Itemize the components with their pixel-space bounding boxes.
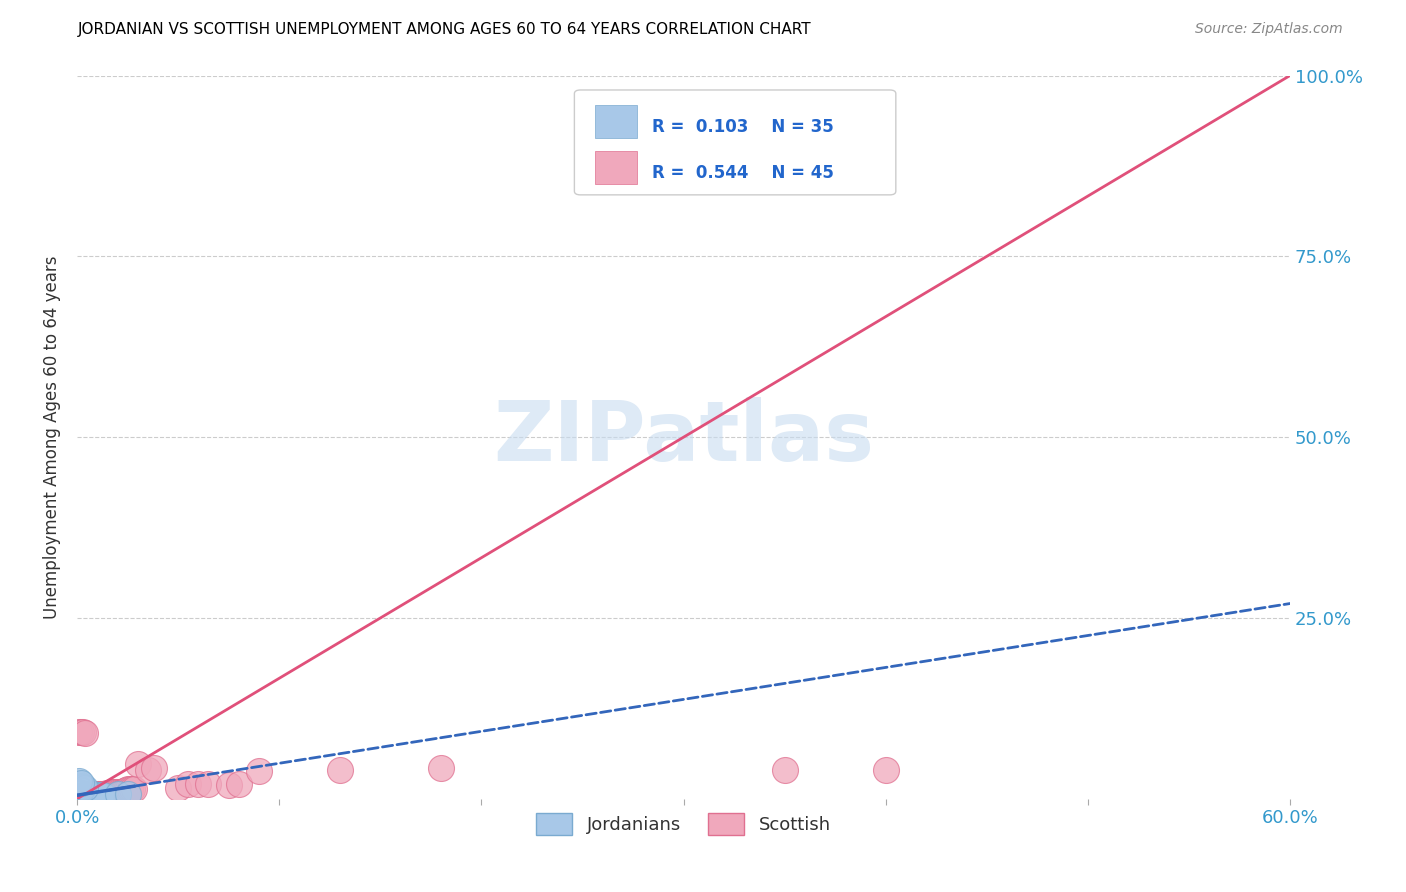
Point	[118, 782, 141, 797]
Point	[70, 789, 93, 804]
Point	[75, 789, 97, 804]
Point	[67, 724, 90, 739]
Text: JORDANIAN VS SCOTTISH UNEMPLOYMENT AMONG AGES 60 TO 64 YEARS CORRELATION CHART: JORDANIAN VS SCOTTISH UNEMPLOYMENT AMONG…	[77, 22, 811, 37]
Point	[72, 724, 94, 739]
Point	[72, 780, 94, 795]
Point	[93, 789, 115, 803]
Point	[136, 763, 159, 777]
Point	[72, 789, 94, 803]
Point	[70, 789, 93, 804]
Point	[67, 777, 90, 791]
FancyBboxPatch shape	[595, 105, 637, 138]
Point	[84, 789, 107, 803]
Point	[86, 789, 108, 803]
Point	[89, 789, 111, 804]
Point	[67, 773, 90, 788]
Point	[100, 785, 122, 799]
Point	[70, 779, 93, 793]
Point	[187, 777, 209, 791]
Point	[98, 786, 121, 800]
Point	[67, 789, 90, 803]
Point	[76, 789, 98, 803]
Point	[86, 788, 108, 802]
Point	[75, 789, 97, 803]
Point	[80, 788, 103, 802]
Point	[773, 763, 796, 777]
Point	[67, 780, 90, 795]
Point	[112, 784, 135, 798]
Point	[103, 784, 125, 798]
Text: R =  0.544    N = 45: R = 0.544 N = 45	[652, 164, 834, 182]
Point	[197, 777, 219, 791]
Point	[167, 780, 190, 795]
Point	[67, 786, 90, 800]
Point	[93, 787, 115, 801]
FancyBboxPatch shape	[575, 90, 896, 194]
Point	[110, 785, 132, 799]
Point	[430, 761, 453, 775]
Point	[329, 763, 352, 777]
Point	[90, 789, 112, 803]
Point	[108, 785, 131, 799]
Point	[72, 789, 94, 803]
Y-axis label: Unemployment Among Ages 60 to 64 years: Unemployment Among Ages 60 to 64 years	[44, 255, 60, 619]
Point	[80, 789, 103, 804]
Point	[96, 786, 118, 800]
Point	[80, 789, 103, 803]
Point	[82, 789, 104, 803]
Point	[218, 778, 240, 792]
Point	[114, 783, 136, 797]
Point	[247, 764, 270, 779]
Point	[104, 784, 127, 798]
Point	[77, 789, 100, 803]
Point	[75, 726, 97, 740]
Point	[75, 789, 97, 803]
Point	[67, 784, 90, 798]
Point	[875, 763, 897, 777]
Point	[75, 780, 97, 795]
Text: Source: ZipAtlas.com: Source: ZipAtlas.com	[1195, 22, 1343, 37]
Text: ZIPatlas: ZIPatlas	[494, 397, 875, 478]
Point	[94, 787, 117, 801]
Point	[82, 788, 104, 802]
Point	[84, 789, 107, 803]
FancyBboxPatch shape	[595, 151, 637, 184]
Legend: Jordanians, Scottish: Jordanians, Scottish	[527, 804, 839, 844]
Point	[90, 787, 112, 801]
Text: R =  0.103    N = 35: R = 0.103 N = 35	[652, 118, 834, 136]
Point	[107, 784, 129, 798]
Point	[70, 724, 93, 739]
Point	[122, 781, 145, 796]
Point	[89, 789, 111, 803]
Point	[177, 777, 200, 791]
Point	[77, 789, 100, 804]
Point	[117, 782, 139, 797]
Point	[67, 788, 90, 802]
Point	[142, 761, 165, 775]
Point	[82, 789, 104, 804]
Point	[70, 776, 93, 790]
Point	[117, 788, 139, 802]
Point	[127, 757, 149, 772]
Point	[72, 789, 94, 804]
Point	[228, 777, 250, 791]
Point	[121, 781, 143, 796]
Point	[77, 788, 100, 802]
Point	[70, 783, 93, 797]
Point	[86, 789, 108, 804]
Point	[89, 788, 111, 802]
Point	[84, 790, 107, 805]
Point	[76, 789, 98, 803]
Point	[76, 789, 98, 804]
Point	[107, 788, 129, 802]
